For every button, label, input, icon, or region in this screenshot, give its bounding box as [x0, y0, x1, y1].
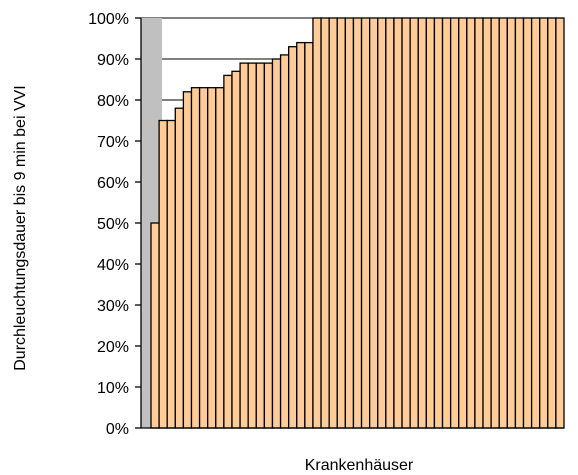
y-axis-title: Durchleuchtungsdauer bis 9 min bei VVI [12, 85, 29, 371]
bar [482, 17, 492, 429]
bar [304, 41, 314, 429]
y-tick-label: 10% [97, 380, 129, 397]
y-tick-label: 50% [97, 216, 129, 233]
bar [409, 17, 419, 429]
bar [433, 17, 444, 429]
bar [279, 54, 290, 429]
y-tick-label: 100% [88, 11, 129, 28]
bar [296, 41, 306, 429]
bar [239, 62, 249, 429]
bar [360, 17, 371, 429]
bar [458, 17, 468, 429]
y-tick-label: 20% [97, 339, 129, 356]
bar [150, 222, 160, 429]
bar [498, 17, 508, 429]
y-tick-label: 40% [97, 257, 129, 274]
bar [474, 17, 484, 429]
bar [288, 46, 298, 429]
bar [215, 87, 225, 429]
y-tick-label: 90% [97, 52, 129, 69]
x-axis-title: Krankenhäuser [305, 457, 414, 474]
bar [490, 17, 500, 429]
bar [401, 17, 411, 429]
bar [198, 87, 209, 429]
bar [158, 119, 168, 429]
bar [441, 17, 452, 429]
bar [449, 17, 460, 429]
bar [231, 70, 241, 429]
bar [166, 119, 176, 429]
bar [352, 17, 363, 429]
bar [425, 17, 436, 429]
bar [336, 17, 347, 429]
y-tick-label: 0% [106, 421, 129, 438]
bar [547, 17, 557, 429]
bar [312, 17, 322, 429]
axes [135, 17, 564, 429]
bar [182, 91, 193, 429]
y-tick-labels: 0% 10% 20% 30% 40% 50% 60% 70% 80% 90% 100% [88, 11, 129, 438]
bar [522, 17, 533, 429]
bar [247, 62, 257, 429]
bar [271, 58, 282, 429]
bar [530, 17, 541, 429]
bar [466, 17, 476, 429]
bar [539, 17, 549, 429]
bar [377, 17, 387, 429]
bar [320, 17, 330, 429]
bar [417, 17, 427, 429]
y-tick-label: 70% [97, 134, 129, 151]
bar [255, 62, 266, 429]
bar [223, 74, 233, 429]
bar [506, 17, 517, 429]
bars [141, 17, 565, 429]
y-tick-label: 80% [97, 93, 129, 110]
y-tick-label: 30% [97, 298, 129, 315]
bar [174, 107, 185, 429]
bar [393, 17, 403, 429]
y-tick-label: 60% [97, 175, 129, 192]
bar [385, 17, 395, 429]
bar [368, 17, 379, 429]
bar [555, 17, 565, 429]
bar [263, 62, 274, 429]
bar [207, 87, 217, 429]
bar [190, 87, 201, 429]
bar [344, 17, 355, 429]
bar [328, 17, 338, 429]
bar [514, 17, 525, 429]
